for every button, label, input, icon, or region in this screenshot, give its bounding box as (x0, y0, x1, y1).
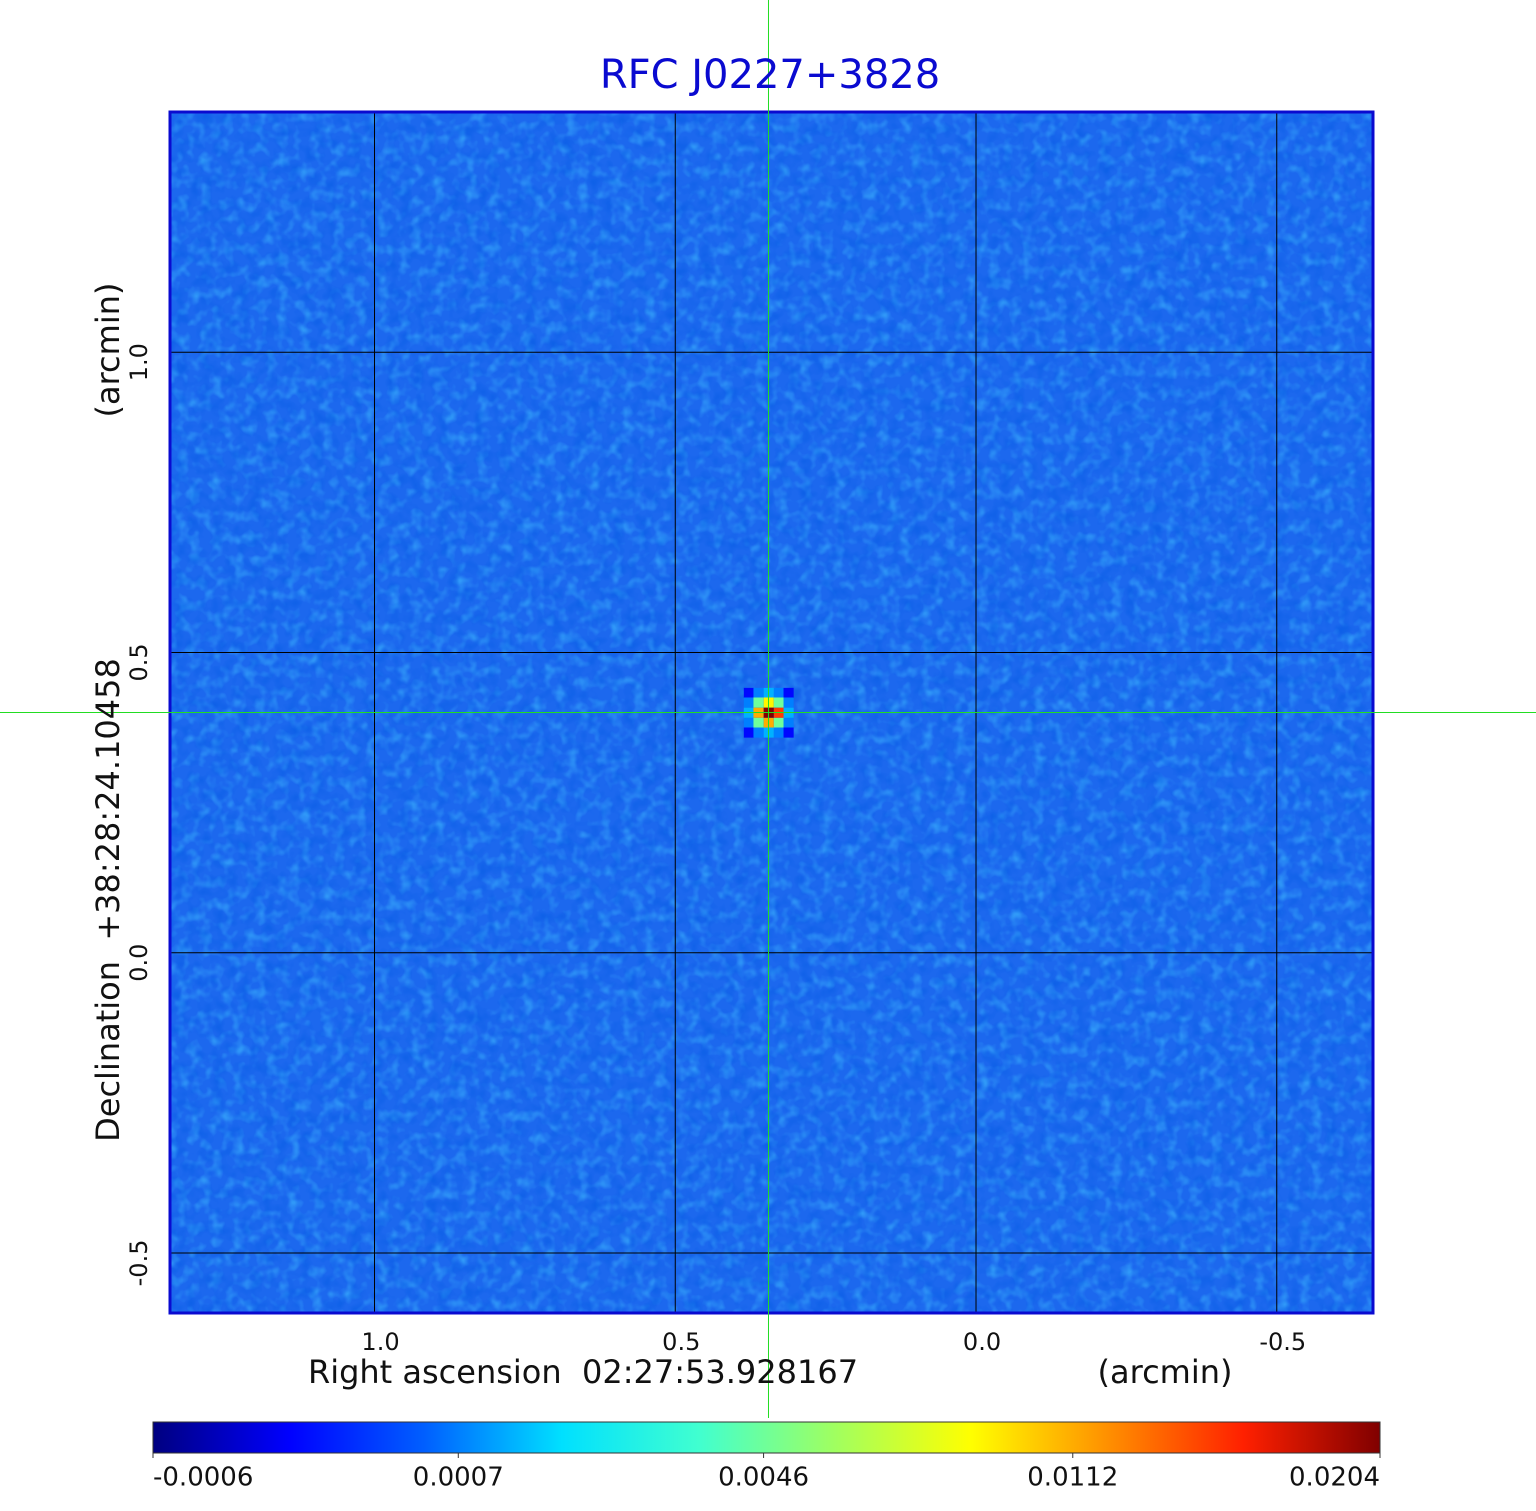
pixel (743, 717, 754, 729)
x-tick-label: 0.5 (662, 1328, 700, 1356)
pixel (773, 687, 785, 698)
pixel (783, 697, 794, 708)
chart-title: RFC J0227+3828 (600, 52, 940, 98)
x-tick-label: 0.0 (963, 1328, 1001, 1356)
colorbar (152, 1421, 1381, 1454)
pixel (773, 717, 785, 729)
colorbar-tick-label: 0.0046 (718, 1463, 809, 1493)
pixel (753, 727, 764, 738)
pixel (783, 687, 794, 698)
pixel (743, 687, 754, 698)
x-axis-unit: (arcmin) (1098, 1353, 1233, 1391)
x-tick-label: -0.5 (1259, 1328, 1306, 1356)
colorbar-tick-label: 0.0204 (1289, 1463, 1380, 1493)
colorbar-tick-label: 0.0007 (413, 1463, 504, 1493)
pixel (753, 697, 764, 708)
y-tick-label: -0.5 (125, 1240, 153, 1287)
x-tick-label: 1.0 (361, 1328, 399, 1356)
colorbar-tick-label: -0.0006 (153, 1463, 253, 1493)
y-axis-unit: (arcmin) (89, 283, 127, 418)
y-tick-label: 0.0 (125, 944, 153, 982)
pixel (773, 727, 785, 738)
pixel (753, 687, 764, 698)
y-tick-label: 0.5 (125, 643, 153, 681)
colorbar-tick-label: 0.0112 (1027, 1463, 1118, 1493)
pixel (783, 727, 794, 738)
y-axis-label: Declination +38:28:24.10458 (89, 658, 127, 1142)
pixel (753, 717, 764, 729)
pixel (743, 727, 754, 738)
y-tick-label: 1.0 (125, 343, 153, 381)
pixel (743, 697, 754, 708)
pixel (773, 697, 785, 708)
x-axis-label: Right ascension 02:27:53.928167 (308, 1353, 858, 1391)
pixel (783, 717, 794, 729)
